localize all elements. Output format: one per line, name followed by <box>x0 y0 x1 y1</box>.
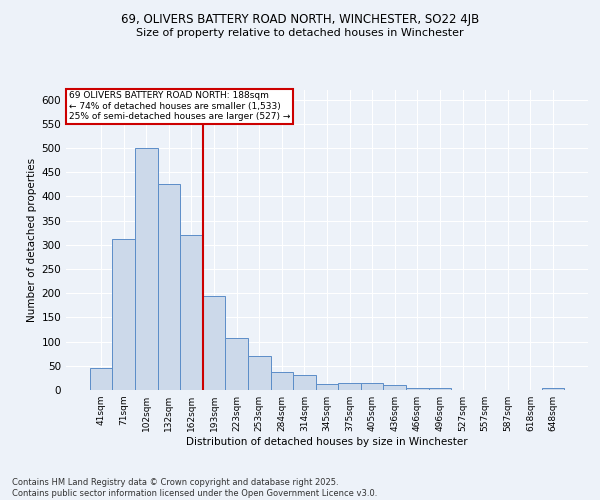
Text: Contains HM Land Registry data © Crown copyright and database right 2025.
Contai: Contains HM Land Registry data © Crown c… <box>12 478 377 498</box>
Bar <box>135 148 158 390</box>
Bar <box>180 235 203 390</box>
Bar <box>226 338 248 390</box>
Bar <box>542 388 564 390</box>
Bar <box>112 239 135 390</box>
Y-axis label: Number of detached properties: Number of detached properties <box>27 158 37 322</box>
X-axis label: Distribution of detached houses by size in Winchester: Distribution of detached houses by size … <box>186 437 468 447</box>
Bar <box>248 356 271 390</box>
Bar <box>361 383 383 390</box>
Text: Size of property relative to detached houses in Winchester: Size of property relative to detached ho… <box>136 28 464 38</box>
Bar <box>203 296 226 390</box>
Bar <box>406 388 428 390</box>
Bar <box>316 384 338 390</box>
Bar <box>90 368 112 390</box>
Text: 69 OLIVERS BATTERY ROAD NORTH: 188sqm
← 74% of detached houses are smaller (1,53: 69 OLIVERS BATTERY ROAD NORTH: 188sqm ← … <box>68 92 290 122</box>
Bar <box>383 385 406 390</box>
Bar <box>428 388 451 390</box>
Bar <box>338 383 361 390</box>
Bar <box>271 372 293 390</box>
Text: 69, OLIVERS BATTERY ROAD NORTH, WINCHESTER, SO22 4JB: 69, OLIVERS BATTERY ROAD NORTH, WINCHEST… <box>121 12 479 26</box>
Bar <box>158 184 180 390</box>
Bar <box>293 374 316 390</box>
